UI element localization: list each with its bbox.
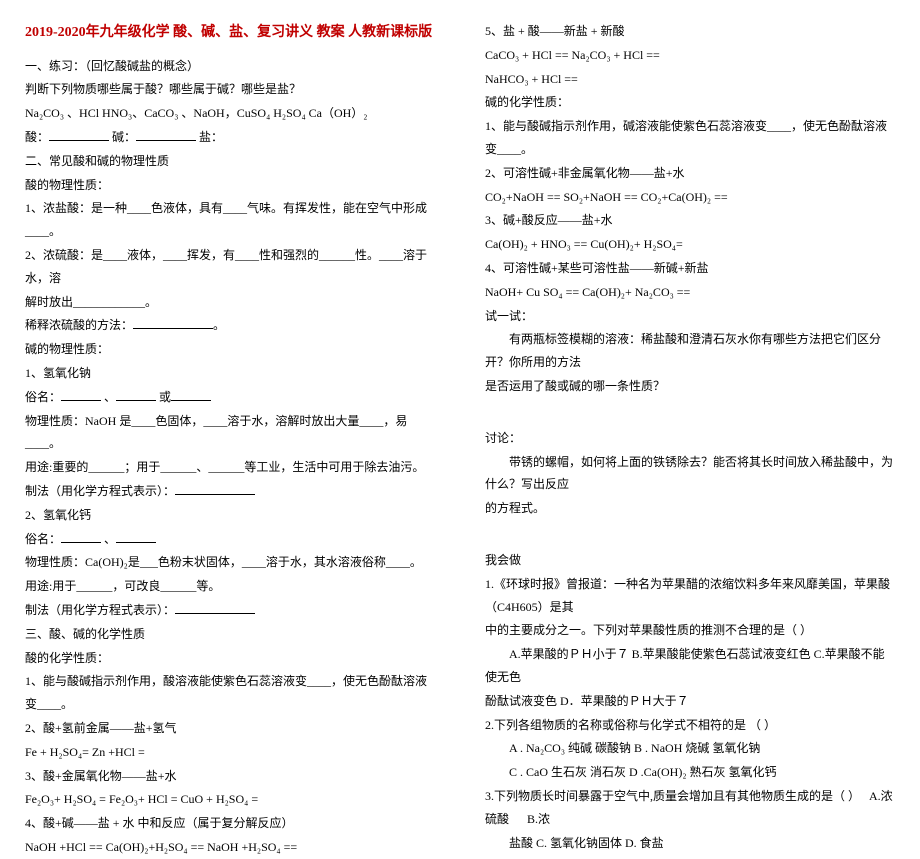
label: 或 xyxy=(159,390,171,404)
label: B.浓 xyxy=(527,812,550,826)
label: 。 xyxy=(213,318,225,332)
text-line: 碱的化学性质： xyxy=(485,91,895,114)
left-page: 2019-2020年九年级化学 酸、碱、盐、复习讲义 教案 人教新课标版 一、练… xyxy=(0,0,460,665)
text-line: NaHCO₃ + HCl == xyxy=(485,68,895,91)
text-line: 制法（用化学方程式表示）： xyxy=(25,480,435,503)
text-line: 4、酸+碱——盐 + 水 中和反应（属于复分解反应） xyxy=(25,812,435,835)
text-line: 1、能与酸碱指示剂作用，碱溶液能使紫色石蕊溶液变____，使无色酚酞溶液变___… xyxy=(485,115,895,161)
text-line: 带锈的螺帽，如何将上面的铁锈除去？能否将其长时间放入稀盐酸中，为什么？写出反应 xyxy=(485,451,895,497)
text-line: CO₂+NaOH == SO₂+NaOH == CO₂+Ca(OH)₂ == xyxy=(485,186,895,209)
label: 制法（用化学方程式表示）： xyxy=(25,603,175,617)
text-line: 1.《环球时报》曾报道：一种名为苹果醋的浓缩饮料多年来风靡美国，苹果酸（C4H6… xyxy=(485,573,895,619)
text-line: 2、浓硫酸：是____液体，____挥发，有____性和强烈的______性。_… xyxy=(25,244,435,290)
text-line: 2、可溶性碱+非金属氧化物——盐+水 xyxy=(485,162,895,185)
text-line: 解时放出____________。 xyxy=(25,291,435,314)
text-line: 有两瓶标签模糊的溶液：稀盐酸和澄清石灰水你有哪些方法把它们区分开？你所用的方法 xyxy=(485,328,895,374)
text-line: 用途:用于______，可改良______等。 xyxy=(25,575,435,598)
text-line: 酸的物理性质： xyxy=(25,174,435,197)
text-line: 酸的化学性质： xyxy=(25,647,435,670)
right-page: 5、盐 + 酸——新盐 + 新酸 CaCO₃ + HCl == Na₂CO₃ +… xyxy=(460,0,920,665)
text-line: Ca(OH)₂ + HNO₃ == Cu(OH)₂+ H₂SO₄= xyxy=(485,233,895,256)
label: 碱： xyxy=(112,130,136,144)
text-line: 是否运用了酸或碱的哪一条性质？ xyxy=(485,375,895,398)
text-line: 1、浓盐酸：是一种____色液体，具有____气味。有挥发性，能在空气中形成__… xyxy=(25,197,435,243)
text-line: 用途:重要的______；用于______、______等工业，生活中可用于除去… xyxy=(25,456,435,479)
label: 3.下列物质长时间暴露于空气中,质量会增加且有其他物质生成的是（ ） xyxy=(485,789,860,803)
text-line: 2、酸+氢前金属——盐+氢气 xyxy=(25,717,435,740)
label: 俗名： xyxy=(25,532,61,546)
text-line: 1、氢氧化钠 xyxy=(25,362,435,385)
label: 酸： xyxy=(25,130,49,144)
text-line: Fe + H₂SO₄= Zn +HCl = xyxy=(25,741,435,764)
text-line: 的方程式。 xyxy=(485,497,895,520)
text-line: C . CaO 生石灰 消石灰 D .Ca(OH)₂ 熟石灰 氢氧化钙 xyxy=(485,761,895,784)
text-line: 1、能与酸碱指示剂作用，酸溶液能使紫色石蕊溶液变____，使无色酚酞溶液变___… xyxy=(25,670,435,716)
text-line: 我会做 xyxy=(485,549,895,572)
text-line: 俗名： 、 或 xyxy=(25,386,435,409)
text-line: 碱的物理性质： xyxy=(25,338,435,361)
label: 俗名： xyxy=(25,390,61,404)
text-line: 盐酸 C. 氢氧化钠固体 D. 食盐 xyxy=(485,832,895,855)
text-line: 3、酸+金属氧化物——盐+水 xyxy=(25,765,435,788)
text-line: 4、可溶性碱+某些可溶性盐——新碱+新盐 xyxy=(485,257,895,280)
text-line: 3.下列物质长时间暴露于空气中,质量会增加且有其他物质生成的是（ ） A.浓硫酸… xyxy=(485,785,895,831)
text-line: Fe₂O₃+ H₂SO₄ = Fe₂O₃+ HCl = CuO + H₂SO₄ … xyxy=(25,788,435,811)
label: 稀释浓硫酸的方法： xyxy=(25,318,133,332)
text-line: NaOH +HCl == Ca(OH)₂+H₂SO₄ == NaOH +H₂SO… xyxy=(25,836,435,859)
text-line: 讨论： xyxy=(485,427,895,450)
text-line: 中的主要成分之一。下列对苹果酸性质的推测不合理的是（ ） xyxy=(485,619,895,642)
text-line: 试一试： xyxy=(485,305,895,328)
text-line: 2、氢氧化钙 xyxy=(25,504,435,527)
text-line: 制法（用化学方程式表示）： xyxy=(25,599,435,622)
label: 、 xyxy=(104,390,116,404)
text-line: 3、碱+酸反应——盐+水 xyxy=(485,209,895,232)
text-line: 三、酸、碱的化学性质 xyxy=(25,623,435,646)
label: 制法（用化学方程式表示）： xyxy=(25,484,175,498)
text-line: A . Na₂CO₃ 纯碱 碳酸钠 B . NaOH 烧碱 氢氧化钠 xyxy=(485,737,895,760)
text-line: NaOH+ Cu SO₄ == Ca(OH)₂+ Na₂CO₃ == xyxy=(485,281,895,304)
document-title: 2019-2020年九年级化学 酸、碱、盐、复习讲义 教案 人教新课标版 xyxy=(25,20,435,47)
text-line: 酚酞试液变色 D．苹果酸的ＰＨ大于７ xyxy=(485,690,895,713)
label: 、 xyxy=(104,532,116,546)
text-line: CaCO₃ + HCl == Na₂CO₃ + HCl == xyxy=(485,44,895,67)
text-line: 俗名： 、 xyxy=(25,528,435,551)
label: 盐： xyxy=(199,130,223,144)
text-line: 判断下列物质哪些属于酸？哪些属于碱？哪些是盐？ xyxy=(25,78,435,101)
text-line: 一、练习：（回忆酸碱盐的概念） xyxy=(25,55,435,78)
text-line: 稀释浓硫酸的方法： 。 xyxy=(25,314,435,337)
text-line: 二、常见酸和碱的物理性质 xyxy=(25,150,435,173)
text-line: 5、盐 + 酸——新盐 + 新酸 xyxy=(485,20,895,43)
text-line: Na₂CO₃ 、HCl HNO₃、CaCO₃ 、NaOH，CuSO₄ H₂SO₄… xyxy=(25,102,435,125)
text-line: 物理性质：Ca(OH)₂是___色粉末状固体，____溶于水，其水溶液俗称___… xyxy=(25,551,435,574)
text-line: 物理性质：NaOH 是____色固体，____溶于水，溶解时放出大量____，易… xyxy=(25,410,435,456)
text-line: A.苹果酸的ＰＨ小于７ B.苹果酸能使紫色石蕊试液变红色 C.苹果酸不能使无色 xyxy=(485,643,895,689)
text-line: 2.下列各组物质的名称或俗称与化学式不相符的是 （ ） xyxy=(485,714,895,737)
text-line: 酸： 碱： 盐： xyxy=(25,126,435,149)
